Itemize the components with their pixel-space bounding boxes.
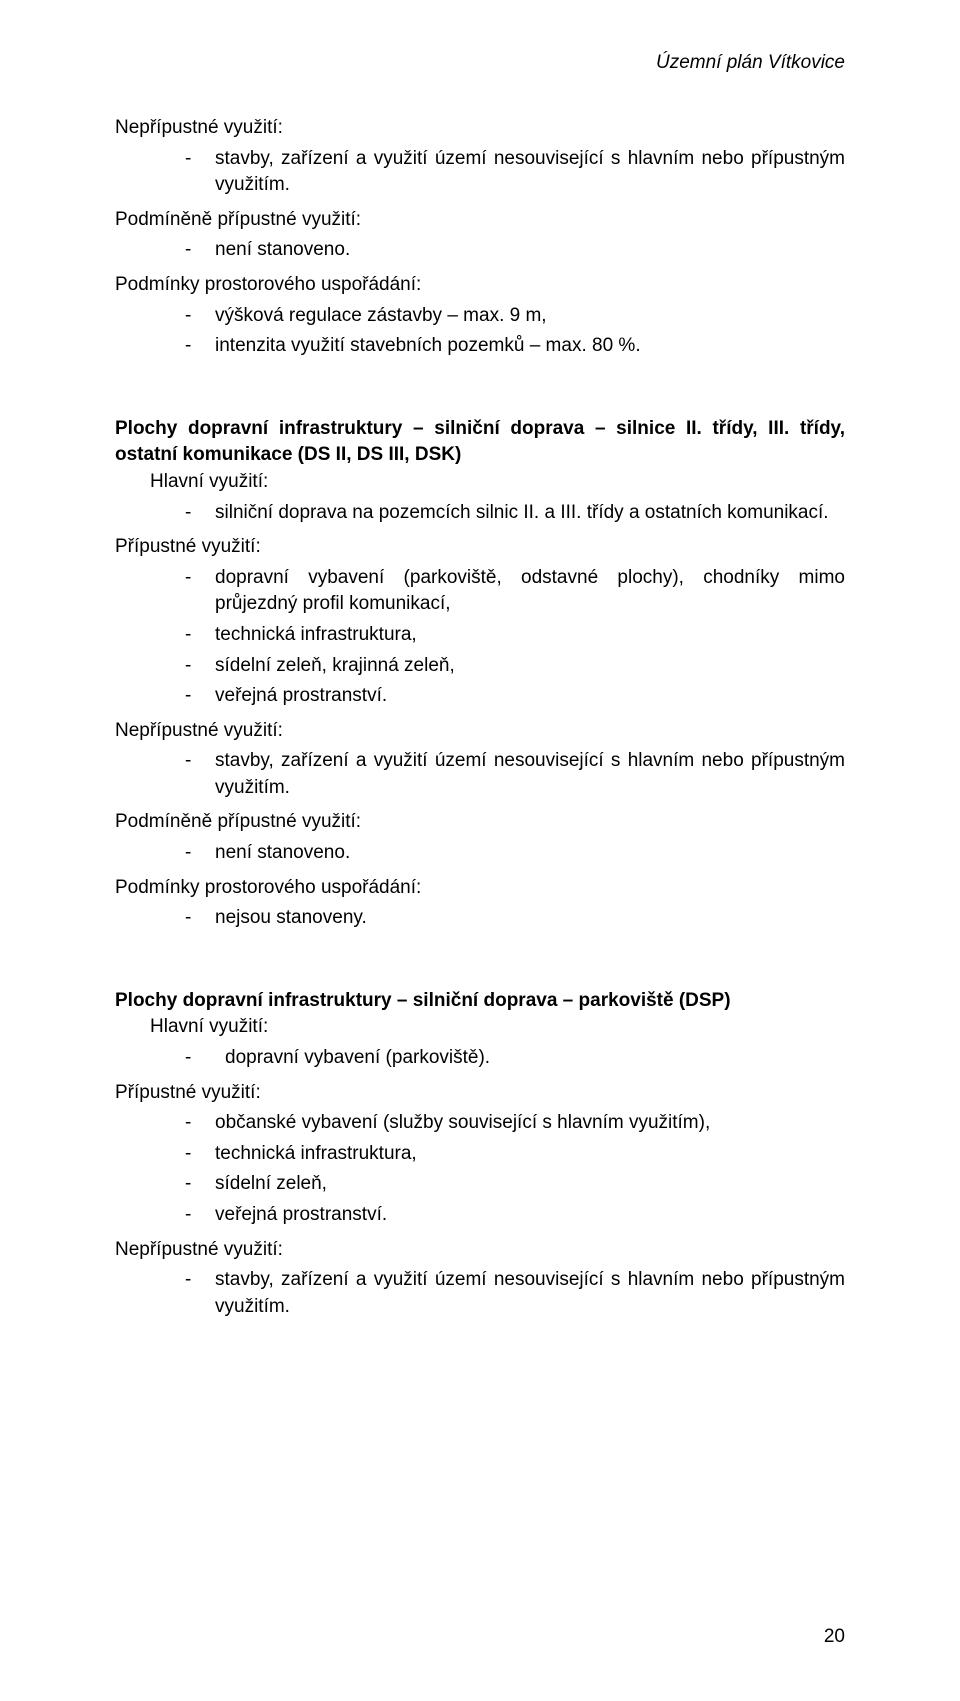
- bullet-text: sídelní zeleň,: [215, 1171, 845, 1198]
- list-item: - není stanoveno.: [185, 237, 845, 264]
- bullet-text: občanské vybavení (služby související s …: [215, 1110, 845, 1137]
- bullet-dash: -: [185, 840, 215, 867]
- b1-podminene-label: Podmíněně přípustné využití:: [115, 207, 845, 234]
- list-item: - veřejná prostranství.: [185, 1202, 845, 1229]
- bullet-text: technická infrastruktura,: [215, 1141, 845, 1168]
- b3-pripustne-label: Přípustné využití:: [115, 1080, 845, 1107]
- bullet-dash: -: [185, 622, 215, 649]
- bullet-text: není stanoveno.: [215, 840, 845, 867]
- b1-nepripustne-label: Nepřípustné využití:: [115, 115, 845, 142]
- b3-title: Plochy dopravní infrastruktury – silničn…: [115, 988, 845, 1015]
- bullet-dash: -: [185, 500, 215, 527]
- bullet-dash: -: [185, 1202, 215, 1229]
- list-item: - silniční doprava na pozemcích silnic I…: [185, 500, 845, 527]
- bullet-text: veřejná prostranství.: [215, 683, 845, 710]
- b2-podminene-label: Podmíněně přípustné využití:: [115, 809, 845, 836]
- b3-nepripustne-label: Nepřípustné využití:: [115, 1237, 845, 1264]
- list-item: - dopravní vybavení (parkoviště, odstavn…: [185, 565, 845, 618]
- bullet-dash: -: [185, 1267, 215, 1294]
- list-item: - technická infrastruktura,: [185, 622, 845, 649]
- bullet-text: sídelní zeleň, krajinná zeleň,: [215, 653, 845, 680]
- b2-nepripustne-label: Nepřípustné využití:: [115, 718, 845, 745]
- bullet-dash: -: [185, 565, 215, 592]
- bullet-dash: -: [185, 1110, 215, 1137]
- list-item: - není stanoveno.: [185, 840, 845, 867]
- b3-hlavni-label: Hlavní využití:: [150, 1014, 845, 1041]
- bullet-dash: -: [185, 303, 215, 330]
- header-doc-title: Územní plán Vítkovice: [656, 50, 845, 77]
- bullet-dash: -: [185, 683, 215, 710]
- bullet-text: stavby, zařízení a využití území nesouvi…: [215, 146, 845, 199]
- list-item: - sídelní zeleň,: [185, 1171, 845, 1198]
- list-item: - stavby, zařízení a využití území nesou…: [185, 146, 845, 199]
- bullet-dash: -: [185, 237, 215, 264]
- bullet-text: nejsou stanoveny.: [215, 905, 845, 932]
- bullet-dash: -: [185, 748, 215, 775]
- content: Nepřípustné využití: - stavby, zařízení …: [115, 115, 845, 1320]
- list-item: - technická infrastruktura,: [185, 1141, 845, 1168]
- bullet-text: intenzita využití stavebních pozemků – m…: [215, 333, 845, 360]
- b2-podminky-label: Podmínky prostorového uspořádání:: [115, 875, 845, 902]
- list-item: - intenzita využití stavebních pozemků –…: [185, 333, 845, 360]
- bullet-text: stavby, zařízení a využití území nesouvi…: [215, 1267, 845, 1320]
- bullet-text: dopravní vybavení (parkoviště).: [215, 1045, 845, 1072]
- bullet-dash: -: [185, 1141, 215, 1168]
- bullet-dash: -: [185, 1045, 215, 1072]
- bullet-dash: -: [185, 905, 215, 932]
- b1-podminky-label: Podmínky prostorového uspořádání:: [115, 272, 845, 299]
- list-item: - stavby, zařízení a využití území nesou…: [185, 748, 845, 801]
- list-item: - výšková regulace zástavby – max. 9 m,: [185, 303, 845, 330]
- bullet-dash: -: [185, 333, 215, 360]
- b2-hlavni-label: Hlavní využití:: [150, 469, 845, 496]
- bullet-text: technická infrastruktura,: [215, 622, 845, 649]
- bullet-text: není stanoveno.: [215, 237, 845, 264]
- bullet-dash: -: [185, 146, 215, 173]
- bullet-text: výšková regulace zástavby – max. 9 m,: [215, 303, 845, 330]
- bullet-dash: -: [185, 1171, 215, 1198]
- page-number: 20: [824, 1624, 845, 1651]
- page: Územní plán Vítkovice Nepřípustné využit…: [0, 0, 960, 1701]
- bullet-text: dopravní vybavení (parkoviště, odstavné …: [215, 565, 845, 618]
- list-item: - nejsou stanoveny.: [185, 905, 845, 932]
- b2-title: Plochy dopravní infrastruktury – silničn…: [115, 416, 845, 469]
- bullet-dash: -: [185, 653, 215, 680]
- b2-pripustne-label: Přípustné využití:: [115, 534, 845, 561]
- list-item: - stavby, zařízení a využití území nesou…: [185, 1267, 845, 1320]
- list-item: - dopravní vybavení (parkoviště).: [185, 1045, 845, 1072]
- list-item: - občanské vybavení (služby související …: [185, 1110, 845, 1137]
- list-item: - sídelní zeleň, krajinná zeleň,: [185, 653, 845, 680]
- list-item: - veřejná prostranství.: [185, 683, 845, 710]
- bullet-text: veřejná prostranství.: [215, 1202, 845, 1229]
- bullet-text: stavby, zařízení a využití území nesouvi…: [215, 748, 845, 801]
- bullet-text: silniční doprava na pozemcích silnic II.…: [215, 500, 845, 527]
